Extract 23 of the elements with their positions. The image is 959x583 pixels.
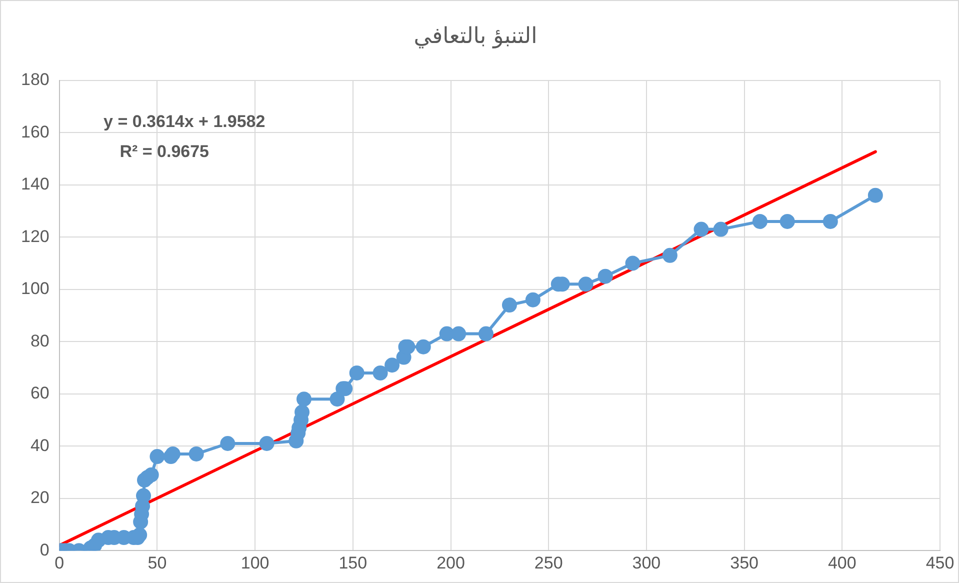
y-tick-label: 180 [20,70,50,90]
chart-title: التنبؤ بالتعافي [414,24,538,49]
y-tick-label: 60 [30,384,50,403]
y-tick-label: 0 [40,540,50,560]
annotation: R² = 0.9675 [120,142,210,162]
y-tick-label: 20 [30,488,50,508]
x-tick-label: 50 [148,553,167,572]
x-tick-label: 450 [926,553,954,572]
y-tick-label: 160 [20,122,50,142]
y-tick-label: 100 [20,279,50,298]
x-tick-label: 150 [338,553,368,572]
y-tick-label: 80 [30,331,50,350]
x-tick-label: 350 [730,553,758,572]
x-tick-label: 100 [240,553,270,572]
y-tick-label: 40 [30,436,50,455]
y-tick-label: 140 [20,174,50,194]
x-tick-label: 300 [632,553,661,572]
x-tick-label: 0 [54,553,64,572]
x-tick-label: 250 [534,553,563,572]
y-tick-label: 120 [20,226,50,246]
x-tick-label: 200 [436,553,465,572]
x-tick-label: 400 [828,553,856,572]
annotation: y = 0.3614x + 1.9582 [104,112,266,132]
